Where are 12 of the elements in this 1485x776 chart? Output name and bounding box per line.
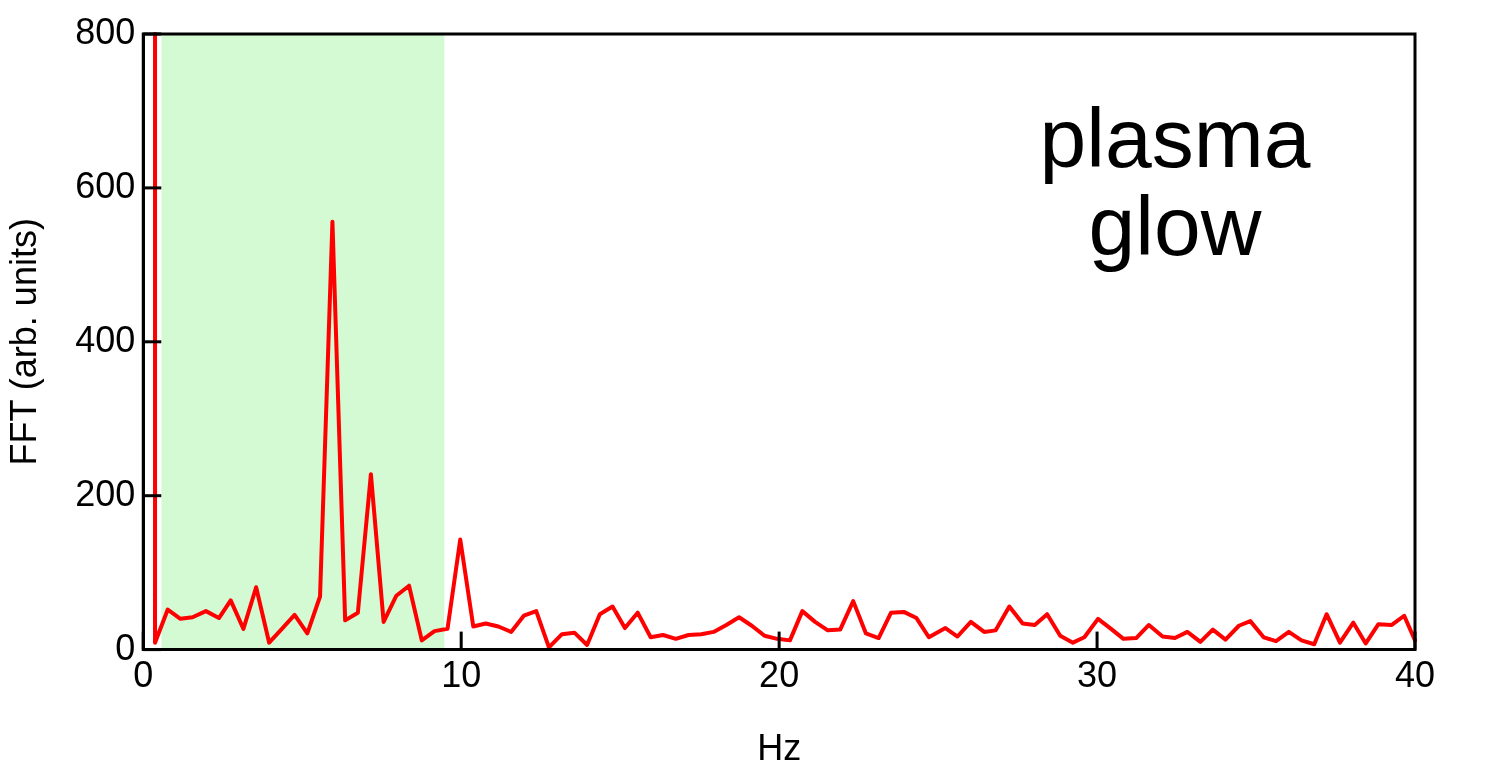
y-tick-label: 200 (75, 472, 136, 514)
x-tick-label: 10 (441, 654, 482, 696)
y-tick-label: 0 (115, 626, 136, 668)
annotation: plasma glow (1038, 91, 1312, 273)
x-tick-label: 20 (759, 654, 800, 696)
x-axis-title: Hz (757, 727, 802, 769)
y-tick-label: 400 (75, 318, 136, 360)
x-tick-label: 40 (1394, 654, 1436, 696)
y-tick-label: 800 (75, 10, 136, 52)
x-tick-label: 30 (1077, 654, 1118, 696)
y-tick-label: 600 (75, 164, 136, 206)
y-axis-title: FFT (arb. units) (2, 218, 44, 466)
